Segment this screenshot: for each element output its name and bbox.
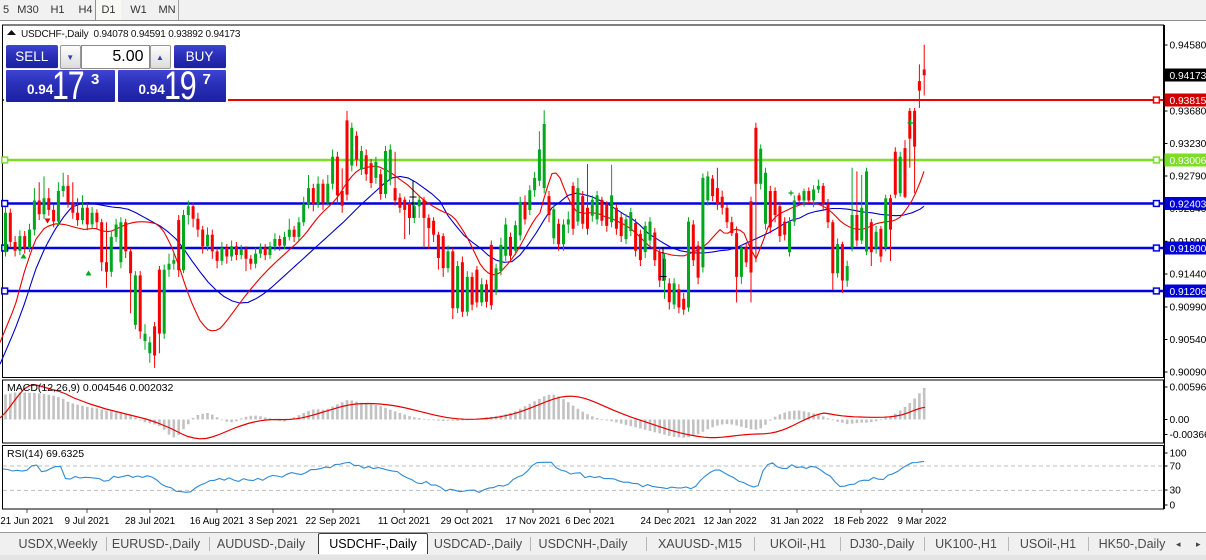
svg-text:0.93815: 0.93815 xyxy=(1170,96,1206,107)
svg-text:11 Oct 2021: 11 Oct 2021 xyxy=(378,516,430,527)
svg-text:100: 100 xyxy=(1170,449,1187,460)
svg-text:RSI(14) 69.6325: RSI(14) 69.6325 xyxy=(7,448,84,460)
svg-text:6 Dec 2021: 6 Dec 2021 xyxy=(565,516,615,527)
svg-text:9 Jul 2021: 9 Jul 2021 xyxy=(65,516,110,527)
svg-text:MACD(12,26,9) 0.004546 0.00203: MACD(12,26,9) 0.004546 0.002032 xyxy=(7,382,174,394)
svg-text:0.91206: 0.91206 xyxy=(1170,287,1206,298)
svg-text:29 Oct 2021: 29 Oct 2021 xyxy=(441,516,494,527)
svg-text:17 Nov 2021: 17 Nov 2021 xyxy=(506,516,561,527)
svg-text:0.92790: 0.92790 xyxy=(1170,172,1206,183)
svg-text:24 Dec 2021: 24 Dec 2021 xyxy=(641,516,696,527)
svg-text:70: 70 xyxy=(1170,462,1182,473)
svg-text:USDCHF-,Daily 0.94078 0.94591: USDCHF-,Daily 0.94078 0.94591 0.93892 0.… xyxy=(21,29,241,40)
svg-text:0.93006: 0.93006 xyxy=(1170,156,1206,167)
svg-text:3 Sep 2021: 3 Sep 2021 xyxy=(248,516,298,527)
svg-text:9 Mar 2022: 9 Mar 2022 xyxy=(897,516,946,527)
svg-text:0: 0 xyxy=(1170,501,1176,512)
svg-text:0.005963: 0.005963 xyxy=(1170,383,1206,394)
svg-text:18 Feb 2022: 18 Feb 2022 xyxy=(834,516,888,527)
svg-text:0.92403: 0.92403 xyxy=(1170,199,1206,210)
svg-text:28 Jul 2021: 28 Jul 2021 xyxy=(125,516,175,527)
svg-text:0.94580: 0.94580 xyxy=(1170,41,1206,52)
svg-text:-0.00366: -0.00366 xyxy=(1170,430,1206,441)
svg-text:21 Jun 2021: 21 Jun 2021 xyxy=(0,516,53,527)
svg-text:0.94173: 0.94173 xyxy=(1170,71,1206,82)
svg-text:0.90090: 0.90090 xyxy=(1170,368,1206,379)
svg-text:0.00: 0.00 xyxy=(1170,415,1190,426)
svg-text:0.93230: 0.93230 xyxy=(1170,139,1206,150)
svg-text:0.90540: 0.90540 xyxy=(1170,335,1206,346)
svg-text:22 Sep 2021: 22 Sep 2021 xyxy=(306,516,361,527)
svg-text:0.91440: 0.91440 xyxy=(1170,270,1206,281)
svg-text:0.91800: 0.91800 xyxy=(1170,244,1206,255)
svg-text:12 Jan 2022: 12 Jan 2022 xyxy=(703,516,756,527)
svg-text:0.90990: 0.90990 xyxy=(1170,303,1206,314)
svg-text:0.93680: 0.93680 xyxy=(1170,107,1206,118)
svg-text:30: 30 xyxy=(1170,486,1182,497)
svg-text:16 Aug 2021: 16 Aug 2021 xyxy=(190,516,244,527)
svg-text:31 Jan 2022: 31 Jan 2022 xyxy=(770,516,823,527)
